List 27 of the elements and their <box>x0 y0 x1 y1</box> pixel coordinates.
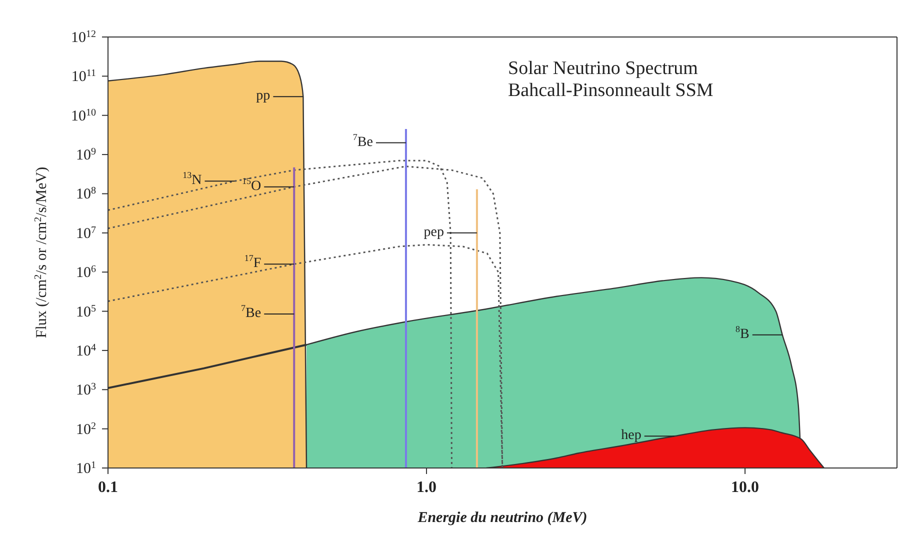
annotation: pep <box>424 225 444 240</box>
annotation: $^{8}$B <box>736 324 750 342</box>
y-tick-label: 10$^{7}$ <box>76 224 96 242</box>
text: Bahcall-Pinsonneault SSM <box>508 80 714 102</box>
y-tick-label: 10$^{3}$ <box>76 381 96 399</box>
y-tick-label: 10$^{10}$ <box>71 106 96 124</box>
annotation: $^{15}$O <box>242 176 262 194</box>
annotation: $^{7}$Be <box>352 132 373 150</box>
annotation: $^{17}$F <box>244 253 262 272</box>
x-axis-title: Energie du neutrino (MeV) <box>416 510 588 526</box>
y-tick-label: 10$^{11}$ <box>71 68 96 86</box>
y-tick-label: 10$^{5}$ <box>76 302 96 320</box>
annotation: $^{7}$Be <box>241 303 262 322</box>
text: Solar Neutrino Spectrum <box>508 58 699 80</box>
y-tick-label: 10$^{4}$ <box>76 342 96 360</box>
y-tick-label: 10$^{9}$ <box>76 146 96 164</box>
annotation: $^{13}$N <box>182 170 202 188</box>
x-tick-label: 10.0 <box>731 479 760 496</box>
y-tick-label: 10$^{6}$ <box>76 264 96 282</box>
y-tick-label: 10$^{12}$ <box>71 28 96 46</box>
annotation: pp <box>256 88 270 104</box>
y-tick-label: 10$^{8}$ <box>76 185 96 203</box>
x-tick-label: 1.0 <box>416 479 437 496</box>
annotation: hep <box>621 428 642 444</box>
x-tick-label: 0.1 <box>98 479 118 496</box>
y-tick-label: 10$^{2}$ <box>76 420 96 438</box>
y-tick-label: 10$^{1}$ <box>76 460 96 477</box>
